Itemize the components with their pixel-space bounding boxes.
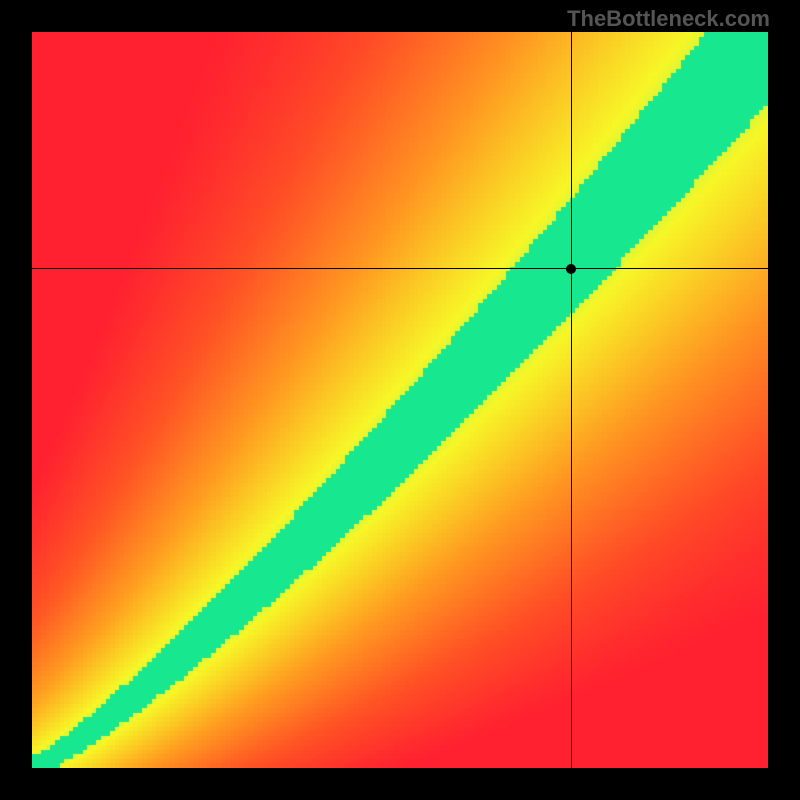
chart-container: { "watermark": { "text": "TheBottleneck.… — [0, 0, 800, 800]
bottleneck-heatmap — [32, 32, 768, 768]
crosshair-vertical — [571, 32, 572, 768]
crosshair-horizontal — [32, 268, 768, 269]
crosshair-marker — [566, 264, 576, 274]
watermark-text: TheBottleneck.com — [567, 6, 770, 32]
